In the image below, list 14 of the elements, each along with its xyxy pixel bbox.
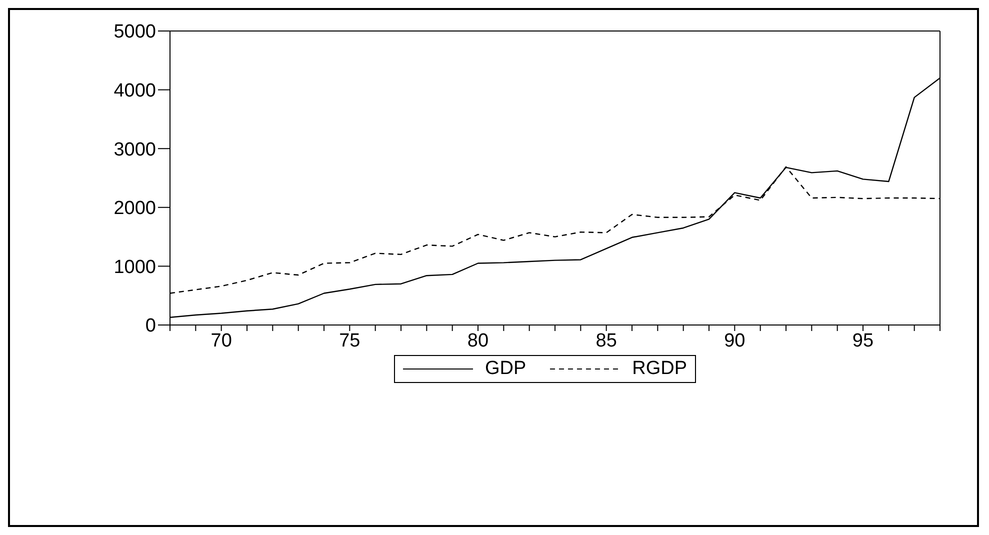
y-tick-label: 1000 bbox=[114, 256, 156, 278]
x-tick-label: 95 bbox=[852, 330, 874, 352]
legend-label: GDP bbox=[484, 358, 526, 380]
x-tick-label: 80 bbox=[467, 330, 489, 352]
y-tick-label: 5000 bbox=[114, 22, 156, 43]
x-tick-label: 75 bbox=[339, 330, 360, 352]
y-tick-label: 2000 bbox=[114, 198, 156, 220]
x-tick-label: 90 bbox=[724, 330, 746, 352]
x-tick-label: 85 bbox=[596, 330, 617, 352]
y-tick-label: 3000 bbox=[114, 139, 156, 160]
y-tick-label: 4000 bbox=[114, 80, 156, 102]
y-tick-label: 0 bbox=[145, 316, 156, 337]
x-tick-label: 70 bbox=[210, 330, 232, 352]
legend-label: RGDP bbox=[632, 358, 688, 380]
